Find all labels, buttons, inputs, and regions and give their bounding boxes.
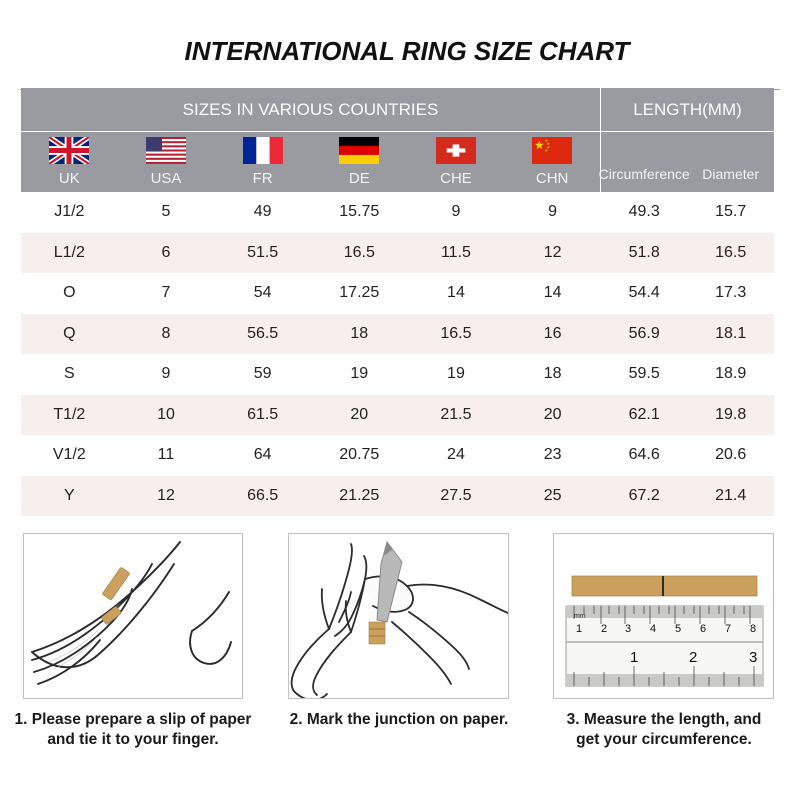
svg-text:2: 2 <box>689 649 697 666</box>
svg-text:2: 2 <box>601 623 607 635</box>
svg-text:6: 6 <box>700 623 706 635</box>
svg-text:3: 3 <box>625 623 631 635</box>
svg-text:1: 1 <box>576 623 582 635</box>
svg-text:8: 8 <box>750 623 756 635</box>
svg-text:4: 4 <box>650 623 656 635</box>
svg-text:7: 7 <box>725 623 731 635</box>
svg-text:1: 1 <box>630 649 638 666</box>
svg-text:5: 5 <box>675 623 681 635</box>
svg-text:3: 3 <box>749 649 757 666</box>
svg-text:mm: mm <box>574 613 586 620</box>
